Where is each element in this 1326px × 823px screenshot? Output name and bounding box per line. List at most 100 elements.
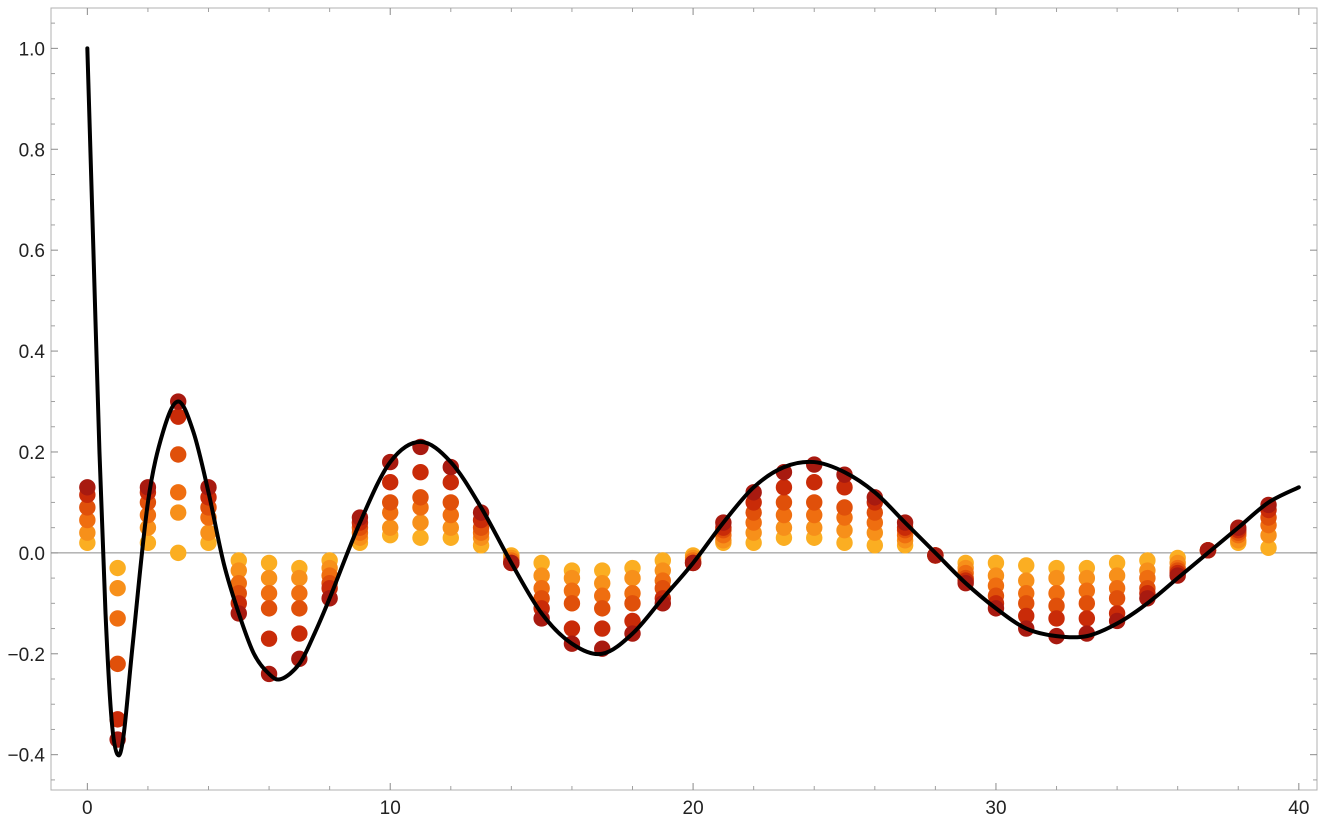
data-point xyxy=(806,519,823,536)
plot-frame xyxy=(50,7,1318,791)
x-tick-label: 30 xyxy=(985,798,1006,819)
data-point xyxy=(775,506,793,524)
data-point xyxy=(170,484,187,501)
data-point xyxy=(836,521,853,539)
data-point xyxy=(79,479,96,496)
data-point xyxy=(170,504,187,521)
data-point xyxy=(1048,569,1065,587)
data-point xyxy=(1078,582,1096,599)
data-point xyxy=(1108,590,1126,607)
data-point xyxy=(594,574,611,592)
data-point xyxy=(1018,607,1035,625)
data-point xyxy=(109,579,126,597)
data-point xyxy=(624,569,641,587)
data-point xyxy=(260,600,278,617)
data-point xyxy=(563,620,581,637)
data-point xyxy=(624,612,641,630)
data-point xyxy=(594,620,611,637)
data-point xyxy=(1108,554,1126,572)
data-point xyxy=(866,537,884,554)
data-point xyxy=(806,506,823,524)
data-point xyxy=(382,519,399,536)
black-curve xyxy=(85,46,1301,758)
data-point xyxy=(836,479,853,496)
data-point xyxy=(442,458,459,476)
data-point xyxy=(442,474,459,491)
scatter-points xyxy=(79,393,1277,748)
data-point xyxy=(382,494,399,511)
data-point xyxy=(806,474,823,491)
data-point xyxy=(200,524,217,541)
data-point xyxy=(412,514,429,531)
data-point xyxy=(442,494,459,511)
data-point xyxy=(563,595,581,612)
data-point xyxy=(1048,597,1065,615)
data-point xyxy=(260,585,278,602)
data-point xyxy=(533,554,550,572)
data-point xyxy=(1018,572,1035,589)
data-point xyxy=(775,494,793,511)
data-point xyxy=(563,569,581,587)
y-tick-label: 0.2 xyxy=(19,443,45,464)
data-point xyxy=(412,463,429,481)
data-point xyxy=(412,489,429,506)
x-tick-label: 0 xyxy=(82,798,93,819)
data-point xyxy=(987,554,1005,572)
axis-ticks xyxy=(51,8,1317,790)
data-point xyxy=(594,587,611,604)
data-point xyxy=(230,562,247,579)
data-point xyxy=(79,524,96,541)
data-point xyxy=(594,562,611,579)
data-point xyxy=(170,408,187,425)
data-point xyxy=(1108,567,1126,584)
data-point xyxy=(594,600,611,617)
axis-tick-labels: 0 10 20 30 40 −0.4 −0.2 0.0 0.2 0.4 0.6 0.8 1.0 xyxy=(7,39,1309,819)
data-point xyxy=(442,519,459,536)
data-point xyxy=(79,499,96,516)
data-point xyxy=(836,499,853,516)
data-point xyxy=(412,529,429,546)
x-tick-label: 20 xyxy=(683,798,704,819)
data-point xyxy=(170,446,187,463)
data-point xyxy=(1048,610,1065,627)
data-point xyxy=(291,600,308,617)
data-point xyxy=(291,585,308,602)
data-point xyxy=(1018,557,1035,574)
data-point xyxy=(170,544,187,562)
data-point xyxy=(775,519,793,536)
data-point xyxy=(291,625,308,642)
data-point xyxy=(654,595,671,612)
y-tick-label: 1.0 xyxy=(19,39,45,60)
data-point xyxy=(260,569,278,587)
data-point xyxy=(1260,539,1277,557)
data-point xyxy=(533,567,550,584)
data-point xyxy=(624,595,641,612)
data-point xyxy=(533,610,550,627)
data-point xyxy=(109,610,126,627)
data-point xyxy=(291,569,308,587)
y-tick-label: −0.4 xyxy=(7,746,45,767)
x-tick-label: 40 xyxy=(1288,798,1309,819)
data-point xyxy=(260,554,278,572)
data-point xyxy=(836,534,853,551)
x-tick-label: 10 xyxy=(380,798,401,819)
y-tick-label: 0.8 xyxy=(19,140,45,161)
data-point xyxy=(109,655,126,673)
y-tick-label: 0.4 xyxy=(19,342,46,363)
data-point xyxy=(1018,595,1035,612)
data-point xyxy=(563,582,581,599)
y-tick-label: 0.0 xyxy=(19,544,45,565)
data-point xyxy=(109,559,126,577)
data-point xyxy=(1078,595,1096,612)
y-tick-label: 0.6 xyxy=(19,241,45,262)
data-point xyxy=(745,484,762,501)
data-point xyxy=(806,494,823,511)
data-point xyxy=(775,479,793,496)
data-point xyxy=(260,630,278,647)
data-point xyxy=(442,506,459,524)
data-point xyxy=(1078,569,1096,587)
data-point xyxy=(79,511,96,529)
data-point xyxy=(1078,610,1096,627)
data-point xyxy=(1048,585,1065,602)
